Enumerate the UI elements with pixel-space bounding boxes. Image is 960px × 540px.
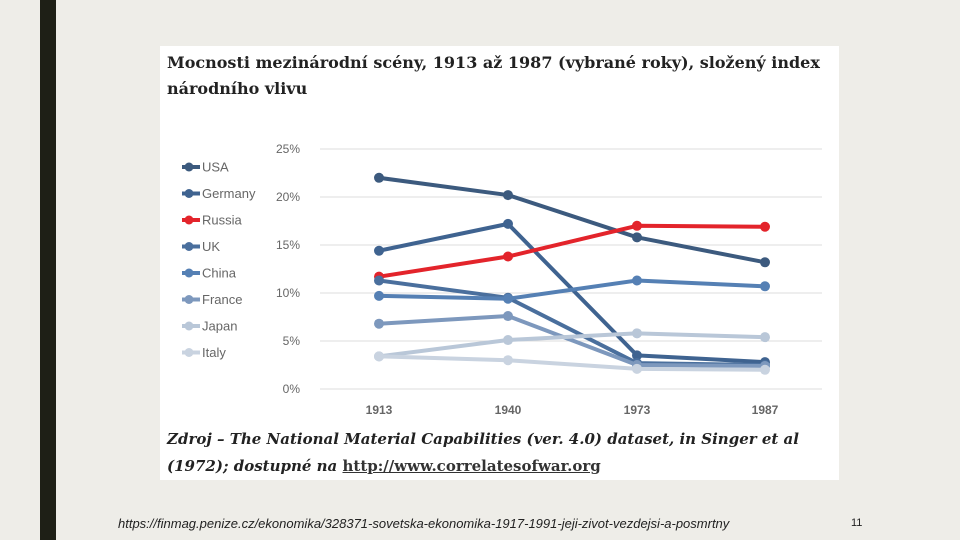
legend-swatch-dot bbox=[184, 268, 194, 278]
series-line bbox=[378, 354, 766, 372]
legend-label: Japan bbox=[202, 319, 237, 334]
legend-label: France bbox=[202, 292, 242, 307]
data-point bbox=[503, 311, 513, 322]
legend-label: Italy bbox=[202, 345, 226, 360]
x-tick-label: 1913 bbox=[366, 403, 393, 417]
left-margin bbox=[0, 0, 40, 540]
data-point bbox=[503, 251, 513, 262]
series-line bbox=[378, 278, 766, 301]
data-point bbox=[503, 218, 513, 229]
x-tick-label: 1987 bbox=[752, 403, 779, 417]
data-point bbox=[503, 335, 513, 346]
series-line bbox=[378, 223, 766, 279]
legend-label: China bbox=[202, 266, 237, 281]
data-point bbox=[374, 275, 384, 286]
series-line bbox=[378, 175, 766, 265]
data-point bbox=[374, 245, 384, 256]
legend-swatch-dot bbox=[184, 242, 194, 251]
y-tick-label: 25% bbox=[276, 142, 300, 156]
data-point bbox=[374, 172, 384, 183]
data-point bbox=[632, 328, 642, 339]
y-tick-label: 15% bbox=[276, 238, 300, 252]
data-point bbox=[760, 281, 770, 292]
data-point bbox=[760, 257, 770, 268]
left-accent-stripe bbox=[40, 0, 56, 540]
line-chart: 0% 5% 10% 15% 20% 25% 1913 1940 1973 1987 USA Germa… bbox=[182, 142, 822, 417]
data-point bbox=[374, 318, 384, 329]
legend-label: USA bbox=[202, 160, 229, 175]
data-point bbox=[374, 351, 384, 362]
data-point bbox=[632, 232, 642, 243]
legend-swatch-dot bbox=[184, 189, 194, 198]
source-link[interactable]: http://www.correlatesofwar.org bbox=[342, 457, 601, 475]
source-text: Zdroj – The National Material Capabiliti… bbox=[167, 430, 799, 475]
chart-card: Mocnosti mezinárodní scény, 1913 až 1987… bbox=[160, 46, 839, 480]
legend-swatch-dot bbox=[184, 215, 194, 225]
data-point bbox=[632, 220, 642, 231]
series-line bbox=[378, 314, 766, 368]
data-point bbox=[632, 350, 642, 361]
data-point bbox=[632, 275, 642, 286]
data-point bbox=[503, 293, 513, 304]
y-tick-label: 10% bbox=[276, 286, 300, 300]
footer-url[interactable]: https://finmag.penize.cz/ekonomika/32837… bbox=[118, 516, 730, 531]
legend-swatch-dot bbox=[184, 162, 194, 172]
data-point bbox=[760, 332, 770, 343]
legend-label: Russia bbox=[202, 213, 243, 228]
data-point bbox=[632, 363, 642, 374]
legend-swatch-dot bbox=[184, 348, 194, 357]
x-tick-label: 1940 bbox=[495, 403, 522, 417]
legend-swatch-dot bbox=[184, 295, 194, 304]
legend-swatch-dot bbox=[184, 321, 194, 331]
data-point bbox=[503, 355, 513, 366]
data-point bbox=[760, 364, 770, 375]
page-number: 11 bbox=[851, 517, 863, 529]
y-tick-label: 5% bbox=[283, 334, 301, 348]
legend-label: Germany bbox=[202, 186, 256, 201]
legend-label: UK bbox=[202, 239, 220, 254]
x-tick-label: 1973 bbox=[624, 403, 651, 417]
series-line bbox=[378, 331, 766, 359]
y-tick-label: 0% bbox=[283, 382, 301, 396]
data-point bbox=[503, 190, 513, 201]
y-tick-label: 20% bbox=[276, 190, 300, 204]
data-point bbox=[760, 221, 770, 232]
chart-title: Mocnosti mezinárodní scény, 1913 až 1987… bbox=[167, 53, 820, 98]
data-point bbox=[374, 290, 384, 301]
source-note: Zdroj – The National Material Capabiliti… bbox=[167, 426, 837, 480]
